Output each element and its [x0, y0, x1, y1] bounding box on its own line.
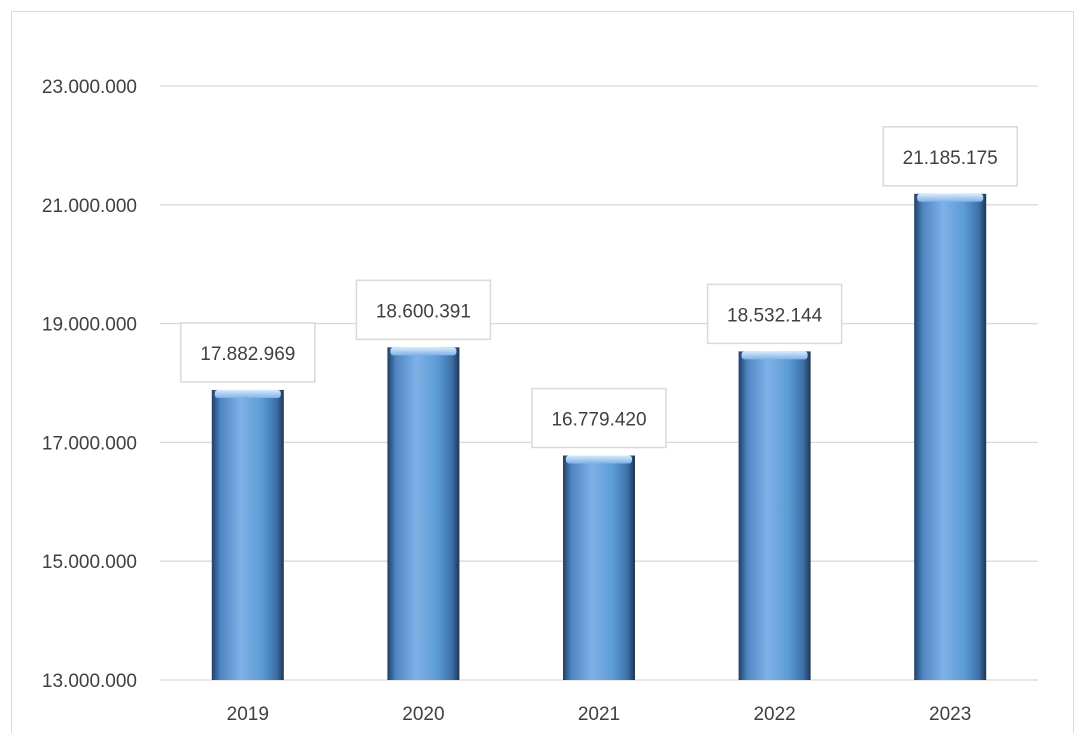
data-label-2020: 18.600.391: [355, 279, 492, 341]
data-label-box: [531, 387, 667, 449]
y-tick-label: 13.000.000: [42, 671, 137, 692]
data-label: 16.779.420: [551, 410, 646, 431]
data-label-2023: 21.185.175: [882, 126, 1018, 187]
data-label: 17.882.969: [200, 344, 295, 365]
bar: [738, 351, 811, 680]
x-axis-tick-labels: 2019 2020 2021 2022 2023: [227, 704, 972, 725]
y-tick-label: 15.000.000: [42, 552, 137, 573]
bar: [387, 347, 460, 680]
data-labels: 17.882.969 18.600.391 16.779.420 18.532.144…: [180, 126, 1018, 449]
data-label: 18.600.391: [376, 301, 471, 322]
data-label: 21.185.175: [903, 148, 998, 169]
bar-2021: [563, 455, 635, 680]
bar-top-highlight: [917, 193, 984, 202]
bar: [211, 389, 284, 680]
data-label-2019: 17.882.969: [180, 322, 316, 383]
y-axis-tick-labels: 13.000.000 15.000.000 17.000.000 19.000.000…: [42, 77, 137, 692]
x-tick-label: 2019: [227, 704, 269, 725]
data-label: 18.532.144: [727, 305, 823, 326]
data-label-box: [180, 322, 316, 383]
y-tick-label: 17.000.000: [42, 433, 137, 454]
bar-2020: [387, 347, 460, 680]
bar-top-highlight: [214, 389, 281, 398]
bar-2019: [211, 389, 284, 680]
x-tick-label: 2021: [578, 704, 620, 725]
bar: [563, 455, 635, 680]
bars: [211, 193, 987, 680]
bar-top-highlight: [390, 347, 457, 356]
x-tick-label: 2022: [753, 704, 795, 725]
bar-2023: [914, 193, 987, 680]
bar-top-highlight: [566, 455, 632, 464]
x-tick-label: 2023: [929, 704, 971, 725]
data-label-box: [882, 126, 1018, 187]
data-label-2022: 18.532.144: [706, 283, 843, 345]
data-label-box: [706, 283, 843, 345]
bar-top-highlight: [741, 351, 808, 360]
y-tick-label: 21.000.000: [42, 196, 137, 217]
data-label-2021: 16.779.420: [531, 387, 667, 449]
x-tick-label: 2020: [402, 704, 444, 725]
y-tick-label: 23.000.000: [42, 77, 137, 98]
bar-2022: [738, 351, 811, 680]
bar: [914, 193, 987, 680]
data-label-box: [355, 279, 492, 341]
y-tick-label: 19.000.000: [42, 315, 137, 336]
